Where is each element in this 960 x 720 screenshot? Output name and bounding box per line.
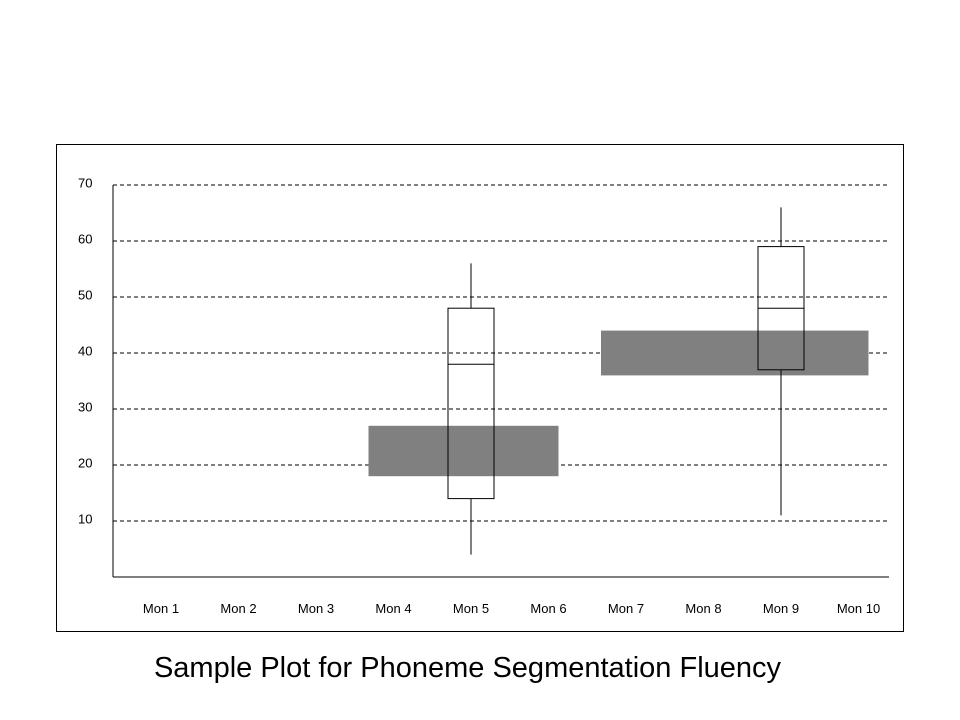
- box-plot-chart: 10 20 30 40 50 60 70 Mon 1 Mon 2 Mon 3 Mon 4 Mon 5 M…: [78, 175, 889, 616]
- x-tick-label-8: Mon 8: [685, 601, 721, 616]
- y-tick-label-40: 40: [78, 343, 92, 358]
- x-tick-label-6: Mon 6: [530, 601, 566, 616]
- chart-caption: Sample Plot for Phoneme Segmentation Flu…: [153, 652, 782, 684]
- x-tick-label-10: Mon 10: [837, 601, 880, 616]
- x-tick-label-5: Mon 5: [453, 601, 489, 616]
- chart-frame: 10 20 30 40 50 60 70 Mon 1 Mon 2 Mon 3 Mon 4 Mon 5 M…: [56, 144, 904, 632]
- x-tick-label-1: Mon 1: [143, 601, 179, 616]
- x-tick-label-3: Mon 3: [298, 601, 334, 616]
- goal-band-2: [601, 330, 869, 376]
- y-tick-label-20: 20: [78, 455, 92, 470]
- x-tick-label-2: Mon 2: [220, 601, 256, 616]
- y-tick-label-60: 60: [78, 231, 92, 246]
- y-tick-label-10: 10: [78, 511, 92, 526]
- x-tick-label-4: Mon 4: [375, 601, 411, 616]
- y-tick-label-30: 30: [78, 399, 92, 414]
- x-tick-label-9: Mon 9: [763, 601, 799, 616]
- goal-band-1: [368, 425, 559, 477]
- y-tick-label-50: 50: [78, 287, 92, 302]
- x-tick-label-7: Mon 7: [608, 601, 644, 616]
- box-1-iqr: [447, 307, 495, 500]
- y-tick-label-70: 70: [78, 175, 92, 190]
